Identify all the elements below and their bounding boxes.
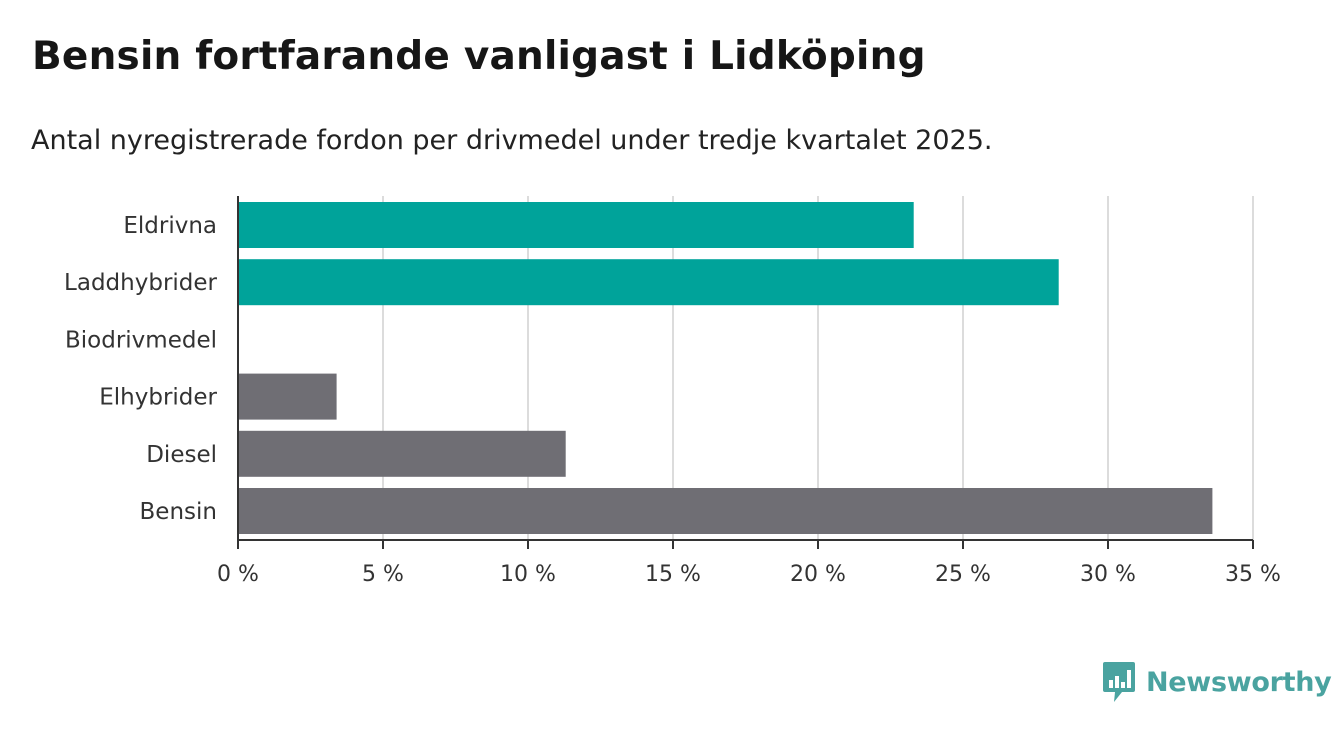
chart-subtitle: Antal nyregistrerade fordon per drivmede… [31, 125, 993, 156]
category-label: Biodrivmedel [65, 327, 217, 353]
x-tick-label: 10 % [500, 562, 556, 587]
category-label: Eldrivna [123, 213, 217, 239]
x-tick-label: 15 % [645, 562, 701, 587]
bar-chart-speech-icon [1103, 662, 1135, 702]
x-tick-label: 0 % [217, 562, 259, 587]
bar [238, 259, 1059, 306]
category-label: Elhybrider [99, 385, 217, 411]
x-tick-label: 20 % [790, 562, 846, 587]
x-tick-label: 25 % [935, 562, 991, 587]
bar [238, 202, 914, 248]
category-label: Bensin [140, 499, 217, 525]
newsworthy-logo: Newsworthy [1102, 660, 1332, 704]
category-label: Diesel [146, 442, 217, 468]
bar [238, 488, 1213, 534]
logo-text: Newsworthy [1146, 666, 1332, 698]
x-tick-label: 30 % [1080, 562, 1136, 587]
bar [238, 373, 337, 420]
bar [238, 430, 566, 477]
category-label: Laddhybrider [64, 270, 217, 296]
chart-title: Bensin fortfarande vanligast i Lidköping [32, 34, 926, 79]
x-tick-label: 35 % [1225, 562, 1281, 587]
x-tick-label: 5 % [362, 562, 404, 587]
